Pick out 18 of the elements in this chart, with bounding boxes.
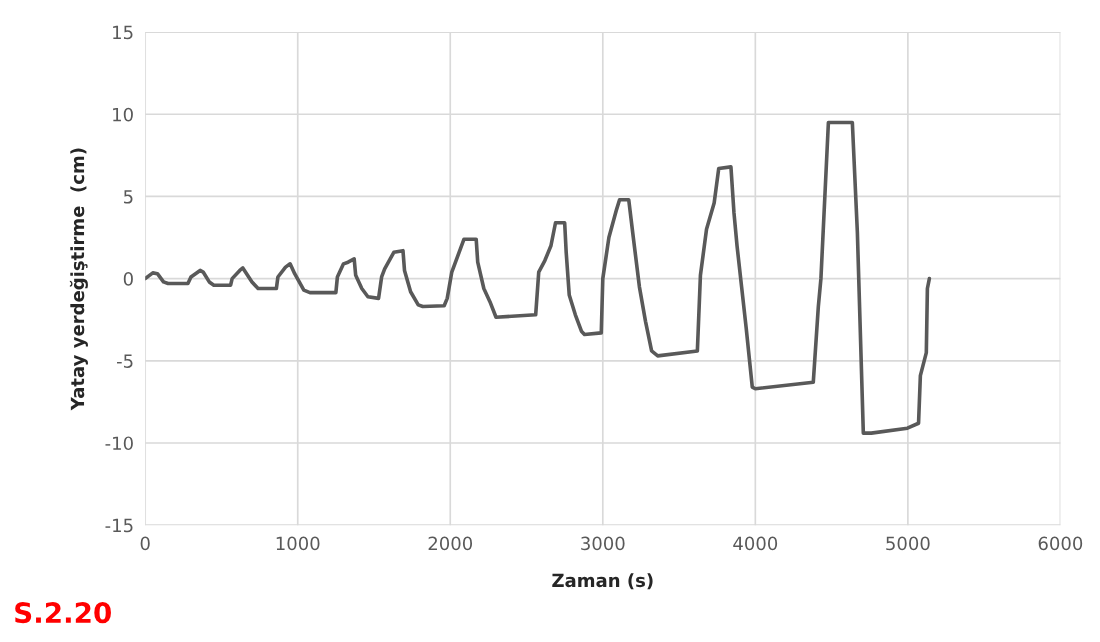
x-tick-label: 1000 xyxy=(276,536,320,551)
line-series xyxy=(145,120,932,435)
x-tick-label: 5000 xyxy=(886,536,930,551)
x-tick-label: 0 xyxy=(140,536,150,551)
x-tick-label: 3000 xyxy=(581,536,625,551)
x-tick-label: 2000 xyxy=(428,536,473,551)
y-tick-label: -5 xyxy=(116,354,133,368)
y-axis-title: Yatay yerdeğiştirme (cm) xyxy=(69,148,88,411)
x-tick-label: 6000 xyxy=(1038,536,1083,551)
x-tick-label: 4000 xyxy=(733,536,778,551)
y-tick-label: 15 xyxy=(113,25,133,40)
x-axis-title: Zaman (s) xyxy=(552,573,653,590)
y-tick-label: 10 xyxy=(113,107,133,122)
text: S.2.20 xyxy=(15,602,111,624)
y-tick-label: 5 xyxy=(123,190,133,204)
y-tick-label: 0 xyxy=(123,272,133,286)
y-tick-label: -15 xyxy=(105,518,133,533)
y-tick-label: -10 xyxy=(105,436,133,451)
